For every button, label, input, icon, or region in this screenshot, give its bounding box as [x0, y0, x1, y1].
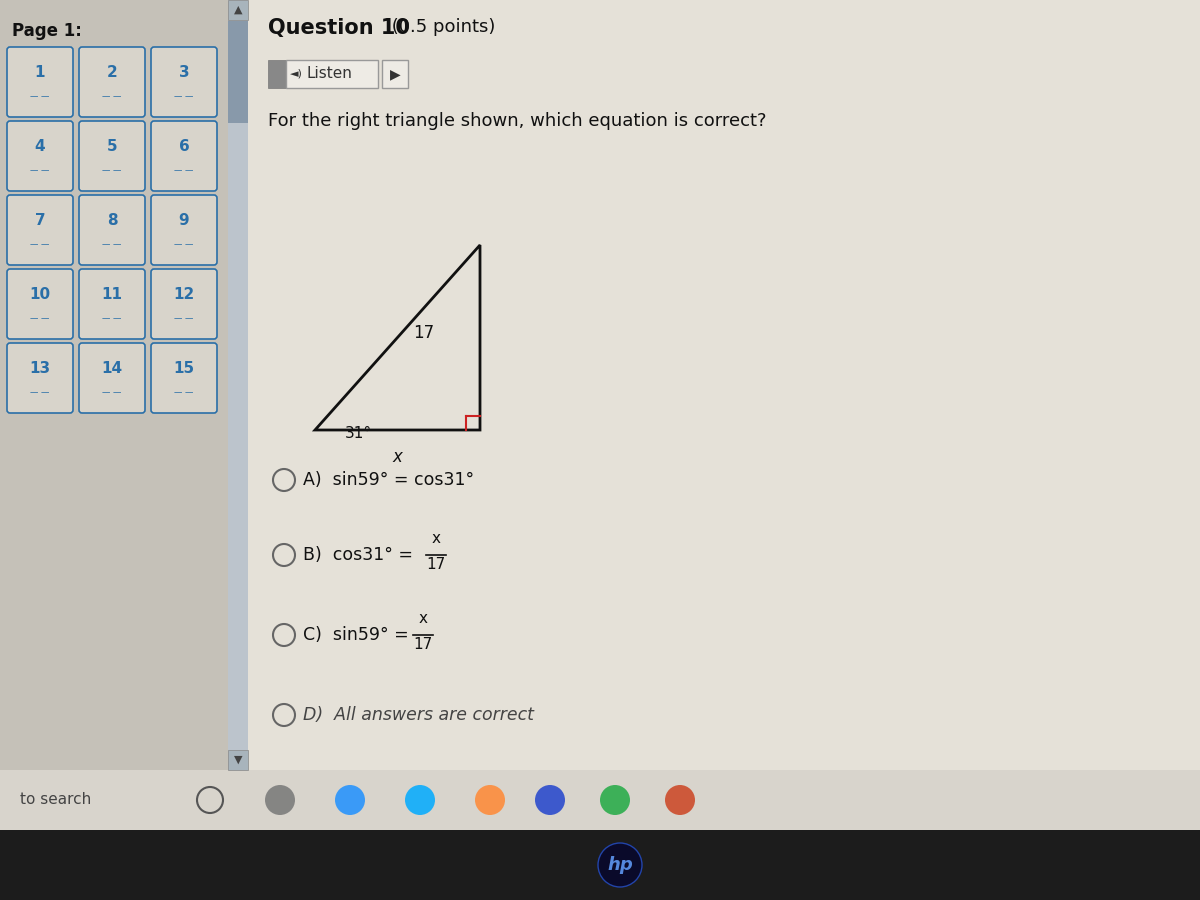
Text: C)  sin59° =: C) sin59° =: [302, 626, 414, 644]
FancyBboxPatch shape: [382, 60, 408, 88]
Text: — —: — —: [30, 92, 49, 101]
FancyBboxPatch shape: [7, 195, 73, 265]
Text: 4: 4: [35, 139, 46, 154]
Text: — —: — —: [30, 239, 49, 248]
FancyBboxPatch shape: [7, 343, 73, 413]
Circle shape: [665, 785, 695, 815]
FancyBboxPatch shape: [79, 195, 145, 265]
Text: x: x: [432, 531, 440, 546]
FancyBboxPatch shape: [228, 0, 248, 20]
Text: x: x: [392, 448, 402, 466]
Circle shape: [475, 785, 505, 815]
Circle shape: [598, 843, 642, 887]
Text: 13: 13: [30, 361, 50, 376]
FancyBboxPatch shape: [268, 60, 286, 88]
Text: A)  sin59° = cos31°: A) sin59° = cos31°: [302, 471, 474, 489]
Text: 7: 7: [35, 213, 46, 228]
Text: 3: 3: [179, 65, 190, 80]
FancyBboxPatch shape: [0, 770, 1200, 830]
Text: (0.5 points): (0.5 points): [386, 18, 496, 36]
FancyBboxPatch shape: [7, 269, 73, 339]
Text: 2: 2: [107, 65, 118, 80]
Text: — —: — —: [102, 388, 121, 397]
FancyBboxPatch shape: [79, 343, 145, 413]
Text: — —: — —: [102, 239, 121, 248]
Text: — —: — —: [174, 313, 193, 322]
FancyBboxPatch shape: [0, 0, 248, 770]
FancyBboxPatch shape: [0, 830, 1200, 900]
FancyBboxPatch shape: [151, 343, 217, 413]
Text: — —: — —: [102, 166, 121, 175]
FancyBboxPatch shape: [7, 47, 73, 117]
Text: 1: 1: [35, 65, 46, 80]
FancyBboxPatch shape: [286, 60, 378, 88]
FancyBboxPatch shape: [228, 21, 248, 123]
FancyBboxPatch shape: [79, 47, 145, 117]
Text: 17: 17: [413, 637, 433, 652]
Text: to search: to search: [20, 793, 91, 807]
Text: 6: 6: [179, 139, 190, 154]
Text: — —: — —: [102, 92, 121, 101]
Text: — —: — —: [174, 388, 193, 397]
Text: Question 10: Question 10: [268, 18, 410, 38]
Circle shape: [535, 785, 565, 815]
Text: 31°: 31°: [346, 426, 372, 441]
Text: For the right triangle shown, which equation is correct?: For the right triangle shown, which equa…: [268, 112, 767, 130]
Text: D)  All answers are correct: D) All answers are correct: [302, 706, 534, 724]
FancyBboxPatch shape: [151, 47, 217, 117]
Text: — —: — —: [30, 313, 49, 322]
Text: 15: 15: [174, 361, 194, 376]
Circle shape: [406, 785, 436, 815]
Text: ▼: ▼: [234, 755, 242, 765]
Circle shape: [335, 785, 365, 815]
Circle shape: [265, 785, 295, 815]
FancyBboxPatch shape: [151, 195, 217, 265]
Text: hp: hp: [607, 856, 632, 874]
Text: ▲: ▲: [234, 5, 242, 15]
FancyBboxPatch shape: [228, 750, 248, 770]
Text: Listen: Listen: [306, 67, 352, 82]
Text: 12: 12: [173, 287, 194, 302]
Text: — —: — —: [174, 239, 193, 248]
FancyBboxPatch shape: [151, 121, 217, 191]
Text: 9: 9: [179, 213, 190, 228]
Text: 8: 8: [107, 213, 118, 228]
FancyBboxPatch shape: [151, 269, 217, 339]
FancyBboxPatch shape: [228, 0, 248, 770]
Text: — —: — —: [174, 92, 193, 101]
Text: 10: 10: [30, 287, 50, 302]
Circle shape: [600, 785, 630, 815]
Text: B)  cos31° =: B) cos31° =: [302, 546, 419, 564]
Text: ◄): ◄): [290, 69, 302, 79]
Text: 5: 5: [107, 139, 118, 154]
FancyBboxPatch shape: [7, 121, 73, 191]
Text: 11: 11: [102, 287, 122, 302]
Text: ▶: ▶: [390, 67, 401, 81]
FancyBboxPatch shape: [248, 0, 1200, 770]
Text: — —: — —: [102, 313, 121, 322]
Text: 14: 14: [102, 361, 122, 376]
FancyBboxPatch shape: [79, 121, 145, 191]
Text: — —: — —: [30, 166, 49, 175]
Text: Page 1:: Page 1:: [12, 22, 82, 40]
Text: 17: 17: [414, 323, 434, 341]
Text: 17: 17: [426, 557, 445, 572]
Text: — —: — —: [174, 166, 193, 175]
Text: — —: — —: [30, 388, 49, 397]
Text: x: x: [419, 611, 427, 626]
FancyBboxPatch shape: [79, 269, 145, 339]
